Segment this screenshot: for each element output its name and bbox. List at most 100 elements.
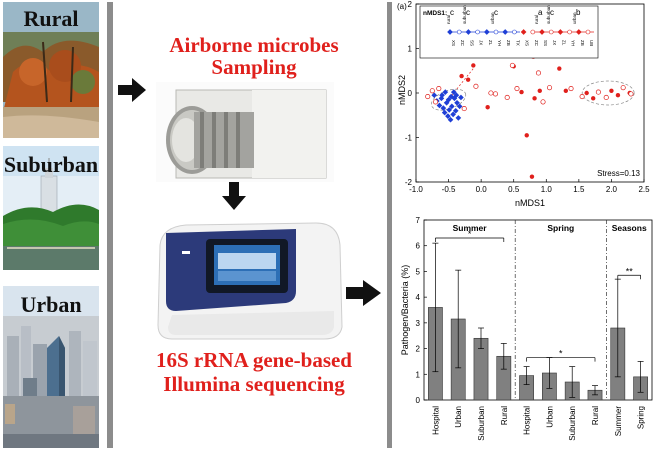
trend-line: [451, 68, 474, 96]
scatter-point-red: [465, 77, 471, 82]
y-tick-label: 2: [408, 0, 413, 9]
legend-marker: [493, 29, 499, 35]
x-tick-label: -0.5: [442, 185, 456, 194]
sequencing-title: 16S rRNA gene-based Illumina sequencing: [120, 348, 388, 396]
scatter-point-open: [620, 85, 626, 91]
y-tick-label: 2: [416, 345, 421, 354]
scatter-point-red: [524, 133, 529, 138]
y-axis-label: nMDS2: [397, 75, 407, 105]
scatter-point-blue: [442, 89, 449, 95]
sampling-line-2: Sampling: [211, 55, 297, 80]
y-tick-label: 1: [408, 45, 413, 54]
legend-group: urban: [490, 12, 495, 24]
y-tick-label: 0: [416, 396, 421, 405]
legend-title: nMDS1:: [423, 10, 447, 17]
x-tick-label: Suburban: [477, 406, 486, 441]
scatter-point-open: [568, 86, 574, 92]
legend-marker: [502, 29, 509, 35]
panel-label: (a): [397, 2, 407, 11]
legend-marker: [456, 29, 462, 35]
legend-letter: c: [466, 8, 470, 17]
legend-group: rural: [446, 15, 451, 24]
x-tick-label: 1.0: [541, 185, 553, 194]
scatter-point-red: [584, 90, 589, 96]
x-axis-label: nMDS1: [515, 198, 545, 208]
scatter-point-red: [471, 63, 476, 68]
y-tick-label: 7: [416, 216, 421, 225]
scatter-point-red: [609, 88, 614, 93]
x-tick-label: 0.0: [476, 185, 488, 194]
stress-annotation: Stress=0.13: [597, 169, 640, 178]
urban-label: Urban: [20, 292, 82, 317]
arrow-right-top: [118, 78, 146, 102]
scatter-point-blue: [439, 92, 445, 99]
sampling-line-1: Airborne microbes: [169, 33, 339, 57]
legend-code: TX: [515, 40, 520, 46]
scatter-point-open: [595, 89, 601, 95]
x-tick-label: Summer: [614, 406, 623, 437]
legend-code: ZB: [580, 40, 585, 46]
x-tick-label: 2.0: [606, 185, 618, 194]
scatter-point-red: [557, 66, 562, 71]
sampling-title: Airborne microbes Sampling: [120, 34, 388, 78]
significance-label: *: [559, 349, 563, 359]
x-tick-label: Suburban: [568, 406, 577, 441]
scatter-point-open: [509, 62, 515, 68]
scatter-point-open: [579, 94, 585, 100]
legend-letter: b: [576, 8, 581, 17]
scatter-point-open: [429, 88, 435, 94]
scatter-point-blue: [441, 109, 448, 116]
legend-code: JX: [552, 40, 557, 45]
x-tick-label: Hospital: [431, 406, 440, 435]
legend-code: UB: [589, 40, 594, 46]
group-label: Summer: [453, 223, 488, 233]
legend-code: ZB: [506, 40, 511, 46]
scatter-point-open: [436, 86, 442, 92]
legend-letter: c: [550, 8, 554, 17]
left-divider: [107, 2, 113, 448]
scatter-point-open: [514, 86, 520, 92]
scatter-point-open: [488, 90, 494, 96]
scatter-point-open: [540, 99, 546, 105]
legend-code: YH: [497, 40, 502, 46]
significance-label: **: [626, 266, 634, 276]
legend-code: SS: [543, 40, 548, 46]
legend-code: ZC: [460, 40, 465, 47]
cluster-ellipse: [581, 80, 635, 106]
legend-code: ZC: [534, 40, 539, 47]
sequencing-line-2: Illumina sequencing: [163, 372, 345, 397]
right-divider: [387, 2, 392, 448]
significance-label: *: [468, 229, 472, 239]
legend-marker: [567, 29, 572, 35]
rural-label: Rural: [23, 6, 79, 31]
sequencer-image: [146, 215, 346, 345]
legend-marker: [512, 29, 517, 35]
sequencing-line-1: 16S rRNA gene-based: [155, 348, 352, 372]
legend-group: suburban: [546, 5, 551, 24]
scatter-point-open: [628, 91, 634, 97]
x-tick-label: 1.5: [573, 185, 585, 194]
x-tick-label: 0.5: [508, 185, 520, 194]
y-tick-label: -1: [405, 134, 413, 143]
legend-marker: [530, 29, 536, 35]
legend-letter: c: [494, 8, 498, 17]
scatter-point-blue: [440, 105, 447, 111]
legend-code: ZL: [488, 40, 493, 46]
legend-marker: [585, 29, 591, 35]
scatter-point-red: [485, 105, 490, 110]
nmds-scatter-chart: (a) -1.0 -0.5 0.0 0.5 1.0 1.5 2.0 2.5 2 1 0 -1 -2 nMDS…: [397, 0, 650, 208]
scatter-point-red: [615, 93, 621, 98]
y-tick-label: -2: [405, 178, 413, 187]
pathogen-bar-chart: 0 1 2 3 4 5 6 7 Pathogen/Bacteria (%) Summer Sprin…: [400, 216, 653, 441]
scatter-point-open: [546, 85, 553, 91]
legend-code: XS: [451, 40, 456, 46]
legend-code: SS: [469, 40, 474, 46]
y-tick-label: 5: [416, 267, 421, 276]
legend-marker: [548, 29, 554, 35]
scatter-point-red: [563, 88, 569, 93]
photo-urban: Urban: [3, 286, 99, 448]
legend-letter: c: [450, 8, 454, 17]
scatter-point-red: [537, 88, 542, 93]
scatter-point-open: [504, 94, 510, 101]
rural-landscape-image: [3, 2, 99, 138]
